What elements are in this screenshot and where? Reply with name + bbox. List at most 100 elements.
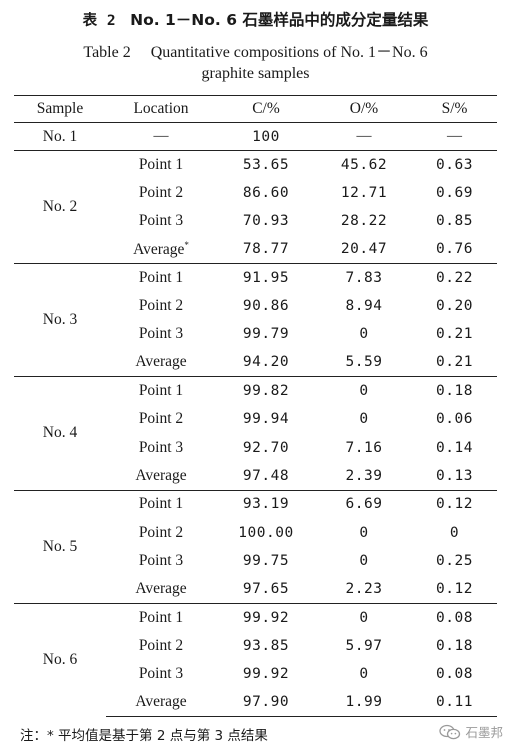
header-sample: Sample [14,95,106,123]
table-row: Point 3 92.70 7.16 0.14 [14,433,497,461]
c-cell: 92.70 [242,439,290,456]
table-row: Point 2 93.85 5.97 0.18 [14,632,497,660]
sample-cell: No. 6 [14,602,106,717]
location-cell: Average [106,688,216,717]
o-cell: 0 [359,411,369,428]
c-cell: 70.93 [242,213,290,230]
sample-group: No. 2 Point 1 53.65 45.62 0.63 Point 2 86.60 12… [14,149,497,264]
c-cell: 97.48 [242,467,290,484]
sample-cell: No. 5 [14,489,106,604]
sample-cell: No. 3 [14,263,106,377]
o-cell: 8.94 [345,298,383,315]
table-caption-cn: No. 1－No. 6 石墨样品中的成分定量结果 [130,11,429,29]
header-o: O/% [316,95,412,123]
location-cell: Point 1 [106,602,216,632]
o-cell: 12.71 [340,184,388,201]
o-cell: 0 [359,552,369,569]
c-cell: 99.92 [216,602,316,632]
table-row: Point 2 86.60 12.71 0.69 [14,179,497,207]
table-row: Average 94.20 5.59 0.21 [14,349,497,377]
location-cell: Point 2 [138,523,184,541]
table-caption-en-line1: Quantitative compositions of No. 1－No. 6 [150,44,428,61]
location-cell: Point 3 [138,212,184,230]
table-row: Point 3 70.93 28.22 0.85 [14,207,497,235]
location-cell: Average [135,353,187,371]
c-cell: 100 [252,128,280,145]
c-cell: 99.82 [216,376,316,406]
o-cell: 0 [359,524,369,541]
o-cell: 6.69 [316,489,412,519]
s-cell: 0.25 [436,552,473,569]
c-cell: 78.77 [242,241,290,258]
table-row: No. 2 Point 1 53.65 45.62 0.63 [14,149,497,264]
o-cell: 2.23 [345,580,383,597]
o-cell: 20.47 [340,241,388,258]
header-row: Sample Location C/% O/% S/% [14,95,497,123]
table-row: Average 97.65 2.23 0.12 [14,575,497,603]
table-row: Average* 78.77 20.47 0.76 [14,235,497,263]
average-footnote-mark: * [184,239,189,250]
s-cell: 0.20 [436,298,473,315]
s-cell: 0.12 [436,580,473,597]
s-cell: 0.22 [412,263,497,292]
table-row: No. 4 Point 1 99.82 0 0.18 [14,376,497,491]
c-cell: 99.79 [242,326,290,343]
watermark-text: 石墨邦 [465,725,503,740]
table-title-en: Table 2 Quantitative compositions of No. … [0,38,511,62]
sample-group: No. 4 Point 1 99.82 0 0.18 Point 2 99.94 0 0.06 P… [14,376,497,491]
location-cell: Point 2 [138,297,184,315]
c-cell: 86.60 [242,184,290,201]
c-cell: 94.20 [242,354,290,371]
c-cell: 93.85 [242,637,290,654]
s-cell: 0.08 [412,602,497,632]
s-cell: 0.21 [436,326,473,343]
o-cell: 5.97 [345,637,383,654]
s-cell: — [447,128,462,144]
c-cell: 97.65 [242,580,290,597]
table-row: Average 97.48 2.39 0.13 [14,462,497,490]
o-cell: — [356,128,372,144]
s-cell: 0.13 [436,467,473,484]
sample-group: No. 3 Point 1 91.95 7.83 0.22 Point 2 90.86 8.9… [14,263,497,377]
table-row: No. 5 Point 1 93.19 6.69 0.12 [14,489,497,604]
location-cell: Point 3 [138,664,184,682]
location-cell: Point 3 [138,551,184,569]
table-row-no1: No. 1 — 100 — — [14,123,497,151]
sample-cell: No. 4 [14,376,106,491]
footnote: 注：* 平均值是基于第 2 点与第 3 点结果 [20,728,268,744]
s-cell: 0.14 [436,439,473,456]
c-cell: 90.86 [242,298,290,315]
table-title-cn: 表 2 No. 1－No. 6 石墨样品中的成分定量结果 [0,8,511,30]
c-cell: 93.19 [216,489,316,519]
table-row: Point 3 99.79 0 0.21 [14,320,497,348]
c-cell: 91.95 [216,263,316,292]
location-cell: Point 3 [138,325,184,343]
c-cell: 99.92 [242,665,290,682]
s-cell: 0.69 [436,184,473,201]
location-cell: Point 3 [138,438,184,456]
location-cell: Point 1 [106,489,216,519]
location-cell: Point 2 [138,410,184,428]
header-c: C/% [216,95,316,123]
sample-group: No. 6 Point 1 99.92 0 0.08 Point 2 93.85 5.97 0.… [14,602,497,717]
s-cell: 0.21 [436,354,473,371]
o-cell: 0 [359,326,369,343]
c-cell: 99.94 [242,411,290,428]
location-cell: — [153,128,169,144]
o-cell: 45.62 [316,149,412,179]
sample-cell: No. 1 [42,127,78,145]
table-row: Point 3 99.75 0 0.25 [14,547,497,575]
table-caption-en-line2: graphite samples [201,65,310,82]
location-cell: Point 1 [106,149,216,179]
c-cell: 97.90 [216,688,316,717]
location-cell: Point 2 [138,636,184,654]
sample-group: No. 5 Point 1 93.19 6.69 0.12 Point 2 100.00 0 0… [14,489,497,604]
location-cell: Point 1 [106,376,216,406]
o-cell: 0 [359,665,369,682]
composition-table: Sample Location C/% O/% S/% No. 1 — 100 … [14,95,497,717]
o-cell: 7.83 [316,263,412,292]
table-row: Point 2 100.00 0 0 [14,518,497,546]
o-cell: 5.59 [345,354,383,371]
table-row: No. 3 Point 1 91.95 7.83 0.22 [14,263,497,377]
location-cell: Average [135,466,187,484]
